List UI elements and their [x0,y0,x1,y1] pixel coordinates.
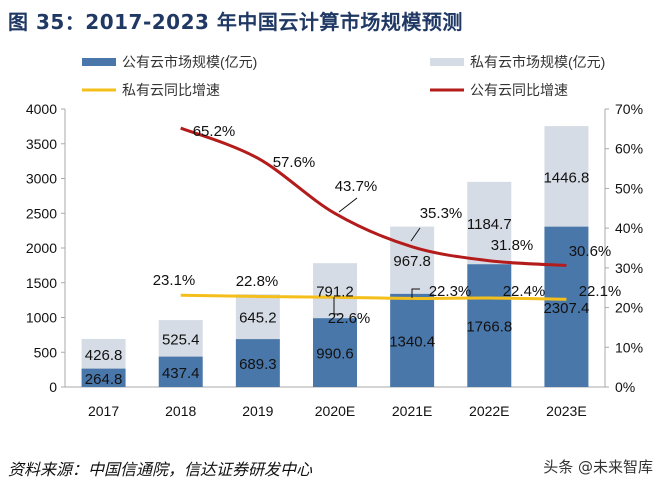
bar-label-public: 689.3 [239,356,277,373]
source-note: 资料来源：中国信通院，信达证券研发中心 [8,460,313,479]
left-tick-label: 1500 [26,275,57,291]
legend-line [430,88,464,92]
growth-label-public: 30.6% [569,243,612,260]
growth-label-public: 35.3% [420,205,463,222]
legend-swatch [430,58,464,66]
legend-label: 私有云市场规模(亿元) [470,54,605,70]
growth-label-public: 31.8% [491,237,534,254]
left-tick-label: 3000 [26,171,57,187]
bar-label-private: 1184.7 [467,216,512,233]
bar-label-private: 967.8 [393,253,431,270]
x-tick-label: 2018 [165,403,196,419]
growth-label-public: 43.7% [335,178,378,195]
bar-label-private: 1446.8 [543,169,589,186]
bar-public-cloud [544,226,589,387]
right-tick-label: 70% [615,101,643,117]
chart: 公有云市场规模(亿元) 私有云市场规模(亿元) 私有云同比增速 公有云同比增速 0 500… [26,54,643,419]
legend-label: 公有云同比增速 [470,82,568,98]
bar-private-cloud [158,320,203,357]
x-tick-label: 2017 [88,403,119,419]
x-tick-label: 2022E [469,403,509,419]
bar-private-cloud [81,338,126,369]
line-public-growth [180,126,567,267]
bar-public-cloud [313,318,357,387]
legend-swatch [82,58,116,66]
right-tick-label: 40% [615,220,643,236]
growth-label-private: 22.3% [429,283,472,300]
line-private-growth [180,293,567,301]
x-tick-label: 2020E [315,403,355,419]
bar-label-public: 437.4 [162,365,200,382]
growth-label-private: 22.1% [579,283,622,300]
leader-line [411,288,420,298]
growth-label-public: 65.2% [193,123,236,140]
bar-label-private: 645.2 [239,310,277,327]
bar-public-cloud [81,368,126,387]
x-tick-label: 2019 [242,403,273,419]
left-tick-label: 4000 [26,101,57,117]
bar-private-cloud [390,226,435,294]
left-tick-label: 2000 [26,240,57,256]
leader-line [410,227,421,242]
leader-line [338,197,358,213]
watermark: 头条 @未来智库 [543,458,653,476]
legend-line [82,88,116,92]
left-tick-label: 1000 [26,310,57,326]
bar-label-public: 990.6 [316,346,354,363]
left-tick-label: 500 [34,344,58,360]
bar-label-public: 1766.8 [466,319,512,336]
bar-public-cloud [467,264,512,387]
x-tick-label: 2021E [392,403,432,419]
right-tick-label: 20% [615,300,643,316]
bar-label-private: 426.8 [85,347,123,364]
left-tick-label: 0 [49,379,57,395]
right-tick-label: 50% [615,180,643,196]
growth-label-private: 22.8% [236,273,279,290]
bar-private-cloud [467,181,512,265]
left-tick-label: 3500 [26,136,57,152]
bar-label-private: 525.4 [162,331,200,348]
leader-line [333,297,342,315]
bar-public-cloud [390,293,435,387]
growth-label-public: 57.6% [273,154,316,171]
right-tick-label: 60% [615,141,643,157]
right-tick-label: 0% [615,379,635,395]
bar-label-private: 791.2 [316,284,354,301]
bar-public-cloud [235,339,280,387]
bar-label-public: 264.8 [85,371,123,388]
bar-private-cloud [544,126,589,227]
bar-private-cloud [235,294,280,340]
right-tick-label: 30% [615,260,643,276]
growth-label-private: 23.1% [153,272,196,289]
bar-private-cloud [313,263,357,319]
bar-label-public: 2307.4 [543,300,589,317]
left-tick-label: 2500 [26,205,57,221]
bar-public-cloud [158,356,203,387]
chart-title: 图 35：2017-2023 年中国云计算市场规模预测 [8,10,463,34]
legend-label: 公有云市场规模(亿元) [122,54,257,70]
x-tick-label: 2023E [546,403,586,419]
growth-label-private: 22.4% [503,283,546,300]
right-tick-label: 10% [615,339,643,355]
legend-label: 私有云同比增速 [122,82,220,98]
bar-label-public: 1340.4 [389,333,435,350]
